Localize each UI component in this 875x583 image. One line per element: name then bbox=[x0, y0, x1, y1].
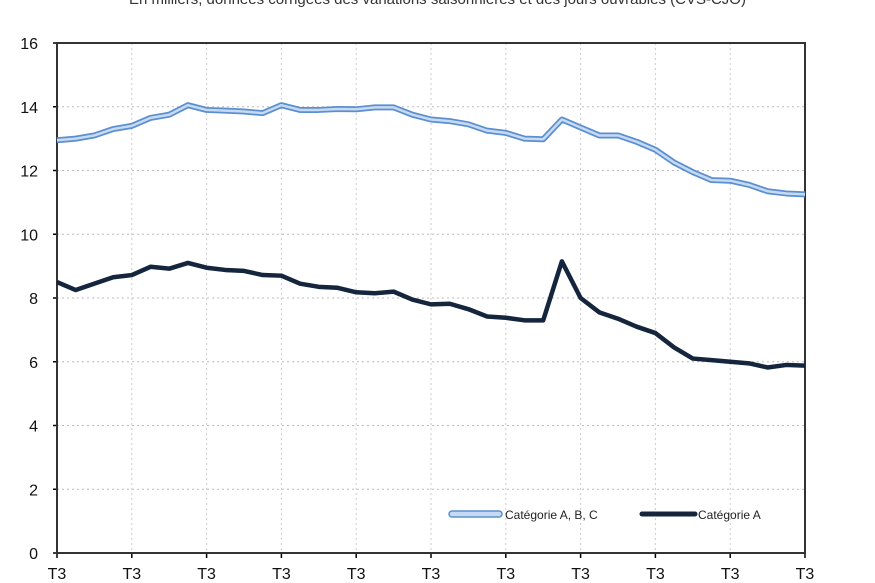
y-tick-label: 6 bbox=[29, 355, 38, 372]
x-tick-label: T3 bbox=[721, 566, 740, 583]
y-tick-label: 16 bbox=[20, 36, 38, 53]
x-tick-label: T3 bbox=[197, 566, 216, 583]
series-line-abc bbox=[56, 103, 806, 196]
x-tick-label: T3 bbox=[646, 566, 665, 583]
y-tick-label: 8 bbox=[29, 291, 38, 308]
x-tick-label: T3 bbox=[272, 566, 291, 583]
x-tick-label: T3 bbox=[796, 566, 815, 583]
x-tick-label: T3 bbox=[122, 566, 141, 583]
series-line-a bbox=[56, 259, 806, 370]
plot-frame bbox=[56, 42, 806, 554]
x-tick-label: T3 bbox=[347, 566, 366, 583]
x-tick-label: T3 bbox=[496, 566, 515, 583]
x-tick-label: T3 bbox=[422, 566, 441, 583]
y-tick-label: 10 bbox=[20, 227, 38, 244]
y-tick-label: 12 bbox=[20, 164, 38, 181]
legend-label-a: Catégorie A bbox=[698, 508, 761, 522]
x-tick-label: T3 bbox=[571, 566, 590, 583]
legend-swatch-abc bbox=[448, 510, 503, 518]
legend-label-abc: Catégorie A, B, C bbox=[505, 508, 598, 522]
y-tick-label: 4 bbox=[29, 419, 38, 436]
y-tick-label: 2 bbox=[29, 482, 38, 499]
y-tick-label: 0 bbox=[29, 546, 38, 563]
y-tick-label: 14 bbox=[20, 100, 38, 117]
legend: Catégorie A, B, C Catégorie A bbox=[448, 508, 761, 522]
chart-subtitle: En milliers, données corrigées des varia… bbox=[0, 0, 875, 8]
x-tick-label: T3 bbox=[48, 566, 67, 583]
